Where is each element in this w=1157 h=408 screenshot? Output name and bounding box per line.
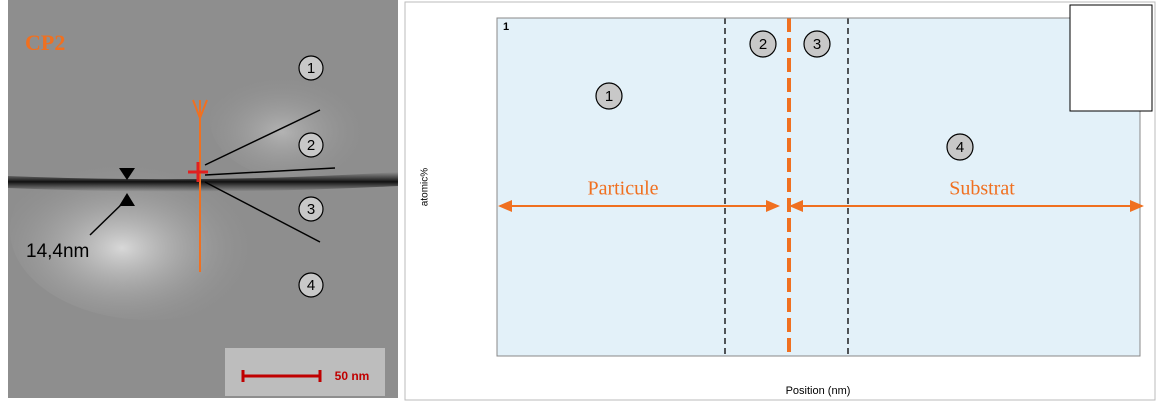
annotation: Particule xyxy=(587,178,658,200)
region-label: 4 xyxy=(956,139,964,156)
chart-panel: Particule Substrat 1 atomic% Position (n… xyxy=(404,1,1156,401)
panel-label: 1 xyxy=(503,21,509,33)
thickness: 14,4nm xyxy=(26,241,89,262)
region-marker xyxy=(298,55,324,81)
region-marker xyxy=(749,30,777,58)
region-marker xyxy=(803,30,831,58)
annotation: Substrat xyxy=(949,178,1015,200)
region-label: 4 xyxy=(307,277,315,294)
region-label: 1 xyxy=(605,88,613,105)
legend xyxy=(1069,4,1153,112)
region-label: 1 xyxy=(307,60,315,77)
region-label: 3 xyxy=(307,201,315,218)
region-marker xyxy=(298,196,324,222)
region-marker xyxy=(298,132,324,158)
y-axis-label: atomic% xyxy=(420,168,431,206)
sample-label: CP2 xyxy=(25,30,65,55)
micrograph: 50 nm CP2 14,4nm 1 2 3 4 xyxy=(8,0,398,398)
region-marker xyxy=(595,82,623,110)
x-axis-label: Position (nm) xyxy=(786,385,851,397)
scale-bar: 50 nm xyxy=(335,369,370,383)
region-label: 2 xyxy=(307,137,315,154)
region-label: 3 xyxy=(813,36,821,53)
region-marker xyxy=(946,133,974,161)
plot-area xyxy=(497,18,1140,356)
region-label: 2 xyxy=(759,36,767,53)
region-marker xyxy=(298,272,324,298)
